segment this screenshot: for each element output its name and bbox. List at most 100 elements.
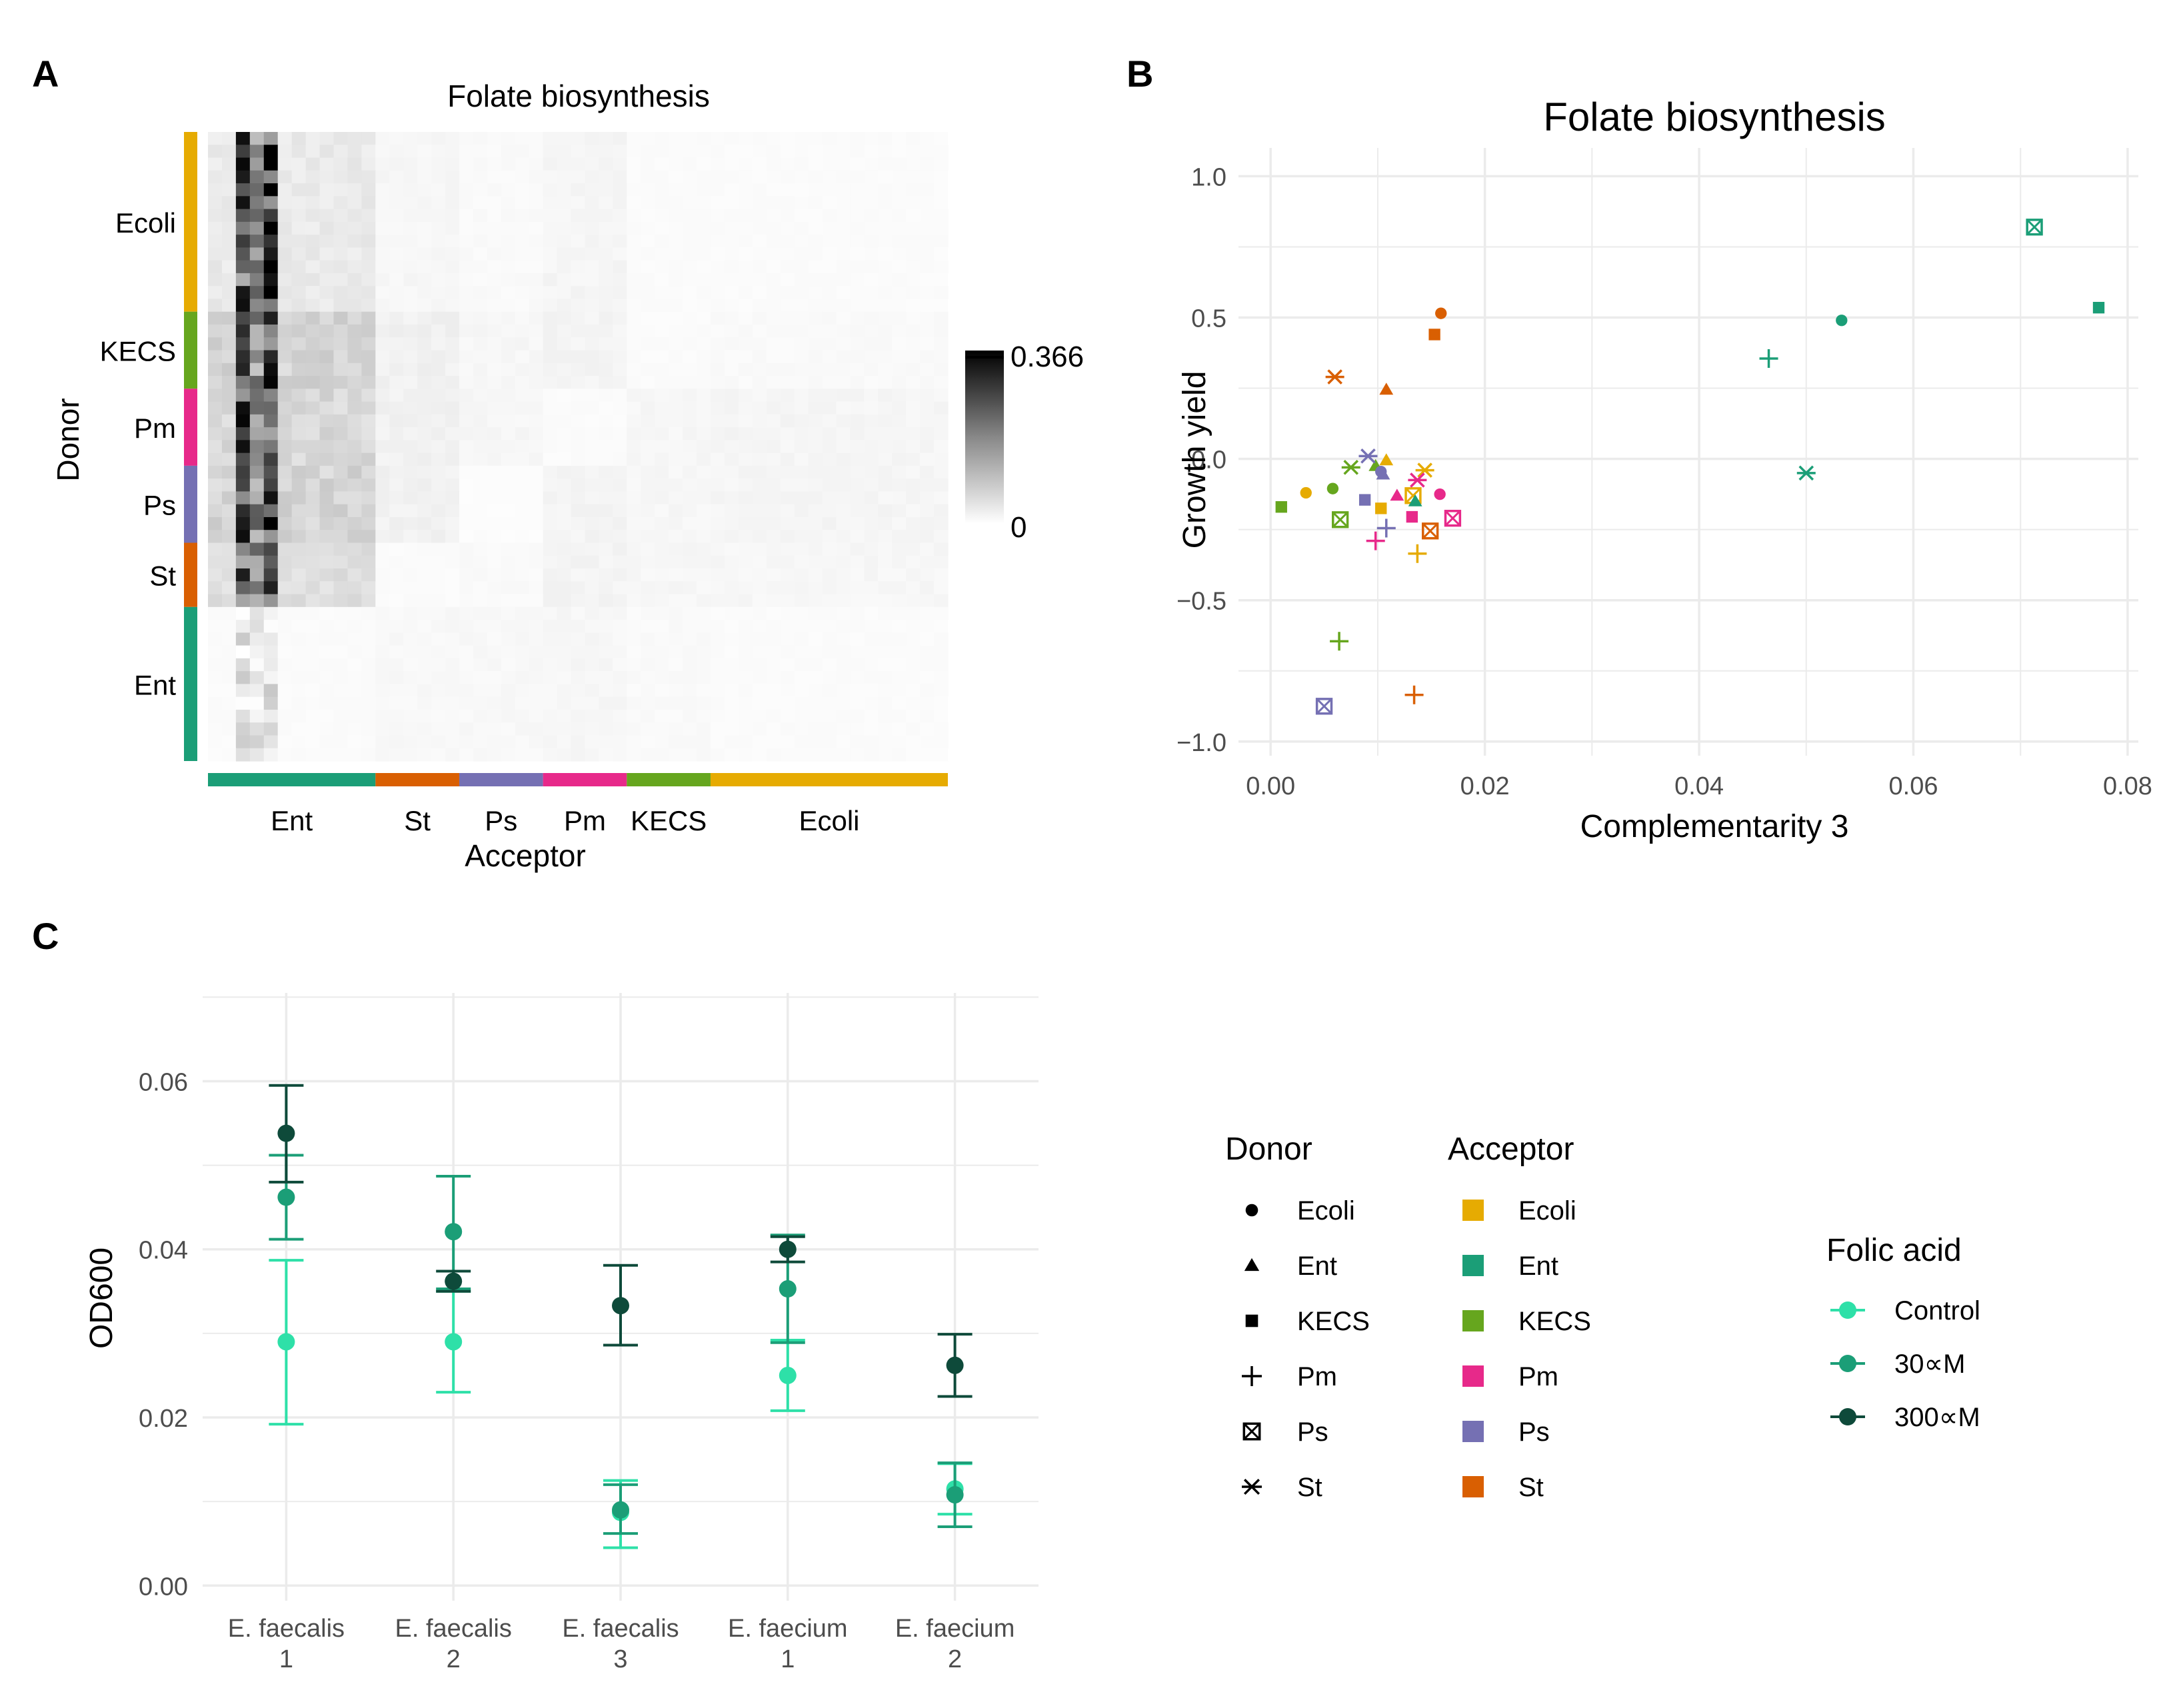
heatmap-cell [557,221,572,235]
heatmap-cell [627,645,641,659]
heatmap-cell [808,414,823,428]
heatmap-cell [627,157,641,171]
heatmap-cell [305,311,321,325]
heatmap-cell [571,684,586,698]
heatmap-cell [613,452,627,466]
heatmap-cell [878,594,893,608]
heatmap-cell [235,132,251,145]
heatmap-cell [794,555,809,569]
heatmap-cell [249,491,265,505]
heatmap-cell [669,145,683,159]
heatmap-cell [571,568,586,582]
heatmap-cell [305,337,321,351]
marker-asterisk [1242,1478,1262,1495]
heatmap-cell [892,401,907,415]
heatmap-cell [613,568,627,582]
heatmap-cell [389,273,404,287]
heatmap-cell [263,671,279,685]
heatmap-cell [710,221,725,235]
heatmap-cell [655,504,669,518]
heatmap-cell [375,247,390,261]
heatmap-cell [697,684,711,698]
heatmap-cell [361,478,376,492]
heatmap-cell [738,132,753,145]
panel-letter-a: A [32,53,59,95]
heatmap-cell [277,337,293,351]
heatmap-cell [794,606,809,620]
heatmap-cell [375,170,390,184]
heatmap-cell [487,260,502,274]
heatmap-cell [361,620,376,633]
heatmap-cell [641,427,655,440]
heatmap-cell [613,722,627,736]
heatmap-cell [515,478,530,492]
heatmap-cell [920,696,935,710]
heatmap-cell [822,620,837,633]
heatmap-cell [780,516,795,530]
heatmap-cell [752,389,767,403]
heatmap-cell [934,491,949,505]
heatmap-cell [920,504,935,518]
heatmap-cell [822,568,837,582]
heatmap-cell [766,735,781,749]
heatmap-cell [613,235,627,248]
heatmap-cell [892,465,907,479]
heatmap-cell [920,542,935,556]
heatmap-cell [710,722,725,736]
heatmap-cell [208,606,223,620]
heatmap-cell [766,414,781,428]
heatmap-cell [934,363,949,377]
heatmap-cell [515,632,530,646]
heatmap-cell [221,606,237,620]
heatmap-cell [473,671,488,685]
heatmap-cell [459,684,474,698]
heatmap-cell [655,696,669,710]
heatmap-cell [235,299,251,313]
heatmap-cell [766,632,781,646]
heatmap-cell [878,516,893,530]
heatmap-cell [235,478,251,492]
heatmap-cell [710,440,725,454]
heatmap-cell [641,221,655,235]
marker-box-cross [1332,511,1348,528]
heatmap-cell [627,363,641,377]
heatmap-cell [543,696,558,710]
heatmap-cell [627,299,641,313]
heatmap-cell [627,696,641,710]
heatmap-cell [431,324,446,338]
heatmap-cell [529,542,544,556]
heatmap-cell [655,748,669,762]
heatmap-cell [487,440,502,454]
scatter-point [1406,510,1418,523]
heatmap-cell [221,645,237,659]
heatmap-cell [487,209,502,223]
heatmap-cell [319,427,335,440]
heatmap-cell [417,671,432,685]
heatmap-cell [529,440,544,454]
heatmap-cell [333,748,349,762]
heatmap-cell [669,299,683,313]
heatmap-cell [501,311,516,325]
heatmap-cell [235,376,251,389]
heatmap-cell [585,196,600,210]
heatmap-cell [710,311,725,325]
heatmap-cell [738,542,753,556]
heatmap-cell [822,209,837,223]
heatmap-cell [557,273,572,287]
heatmap-cell [208,235,223,248]
heatmap-cell [529,363,544,377]
heatmap-cell [836,658,851,672]
heatmap-cell [249,452,265,466]
heatmap-cell [403,620,418,633]
heatmap-cell [431,337,446,351]
heatmap-cell [906,440,921,454]
heatmap-cell [599,491,613,505]
heatmap-cell [641,620,655,633]
heatmap-cell [934,389,949,403]
heatmap-cell [669,337,683,351]
heatmap-cell [599,581,613,595]
heatmap-cell [920,157,935,171]
heatmap-cell [766,221,781,235]
heatmap-cell [501,427,516,440]
heatmap-cell [641,157,655,171]
